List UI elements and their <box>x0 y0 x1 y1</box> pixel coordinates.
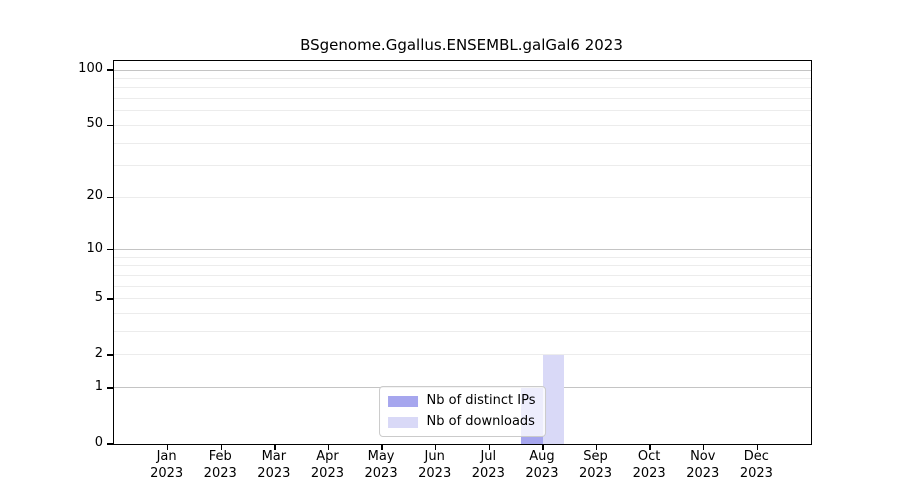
x-axis-tick <box>756 444 759 450</box>
x-axis-tick <box>703 444 705 450</box>
plot-area: Nb of distinct IPs Nb of downloads <box>106 60 812 450</box>
y-tick-label: 50 <box>86 116 103 132</box>
x-axis-tick <box>327 444 330 450</box>
minor-gridline <box>114 331 811 333</box>
minor-gridline <box>114 256 811 258</box>
x-axis-tick <box>274 444 276 450</box>
x-axis-tick <box>488 444 490 450</box>
bar-downloads <box>542 355 565 444</box>
x-axis-tick <box>381 444 383 450</box>
major-gridline <box>114 69 811 71</box>
legend-swatch-distinct-ips-icon <box>387 395 418 407</box>
y-axis-tick <box>106 354 113 356</box>
x-tick-label: Nov 2023 <box>686 449 720 481</box>
y-tick-label: 1 <box>94 378 103 394</box>
y-axis-tick <box>106 443 113 445</box>
x-axis-tick <box>434 444 437 450</box>
minor-gridline <box>114 124 811 126</box>
major-gridline <box>114 249 811 251</box>
minor-gridline <box>114 313 811 315</box>
x-tick-label: Mar 2023 <box>257 449 291 481</box>
x-axis-tick <box>166 444 169 450</box>
y-axis-tick <box>106 249 113 251</box>
minor-gridline <box>114 196 811 198</box>
minor-gridline <box>114 98 811 100</box>
chart-title: BSgenome.Ggallus.ENSEMBL.galGal6 2023 <box>300 36 623 54</box>
legend-item-distinct-ips: Nb of distinct IPs <box>387 393 536 408</box>
x-tick-label: Apr 2023 <box>310 449 344 481</box>
legend-label-downloads: Nb of downloads <box>426 414 535 429</box>
legend: Nb of distinct IPs Nb of downloads <box>378 386 547 437</box>
y-axis-tick <box>106 196 113 199</box>
legend-label-distinct-ips: Nb of distinct IPs <box>426 393 536 408</box>
minor-gridline <box>114 354 811 356</box>
x-tick-label: Dec 2023 <box>739 449 773 481</box>
y-tick-label: 100 <box>78 61 103 77</box>
legend-item-downloads: Nb of downloads <box>387 414 536 429</box>
x-tick-label: Feb 2023 <box>203 449 237 481</box>
y-tick-label: 2 <box>94 345 103 361</box>
y-axis-tick <box>106 387 113 389</box>
y-tick-label: 0 <box>94 435 103 450</box>
minor-gridline <box>114 298 811 300</box>
x-axis-tick <box>595 444 598 450</box>
minor-gridline <box>114 110 811 112</box>
y-tick-label: 20 <box>86 188 103 204</box>
minor-gridline <box>114 87 811 89</box>
y-tick-label: 5 <box>94 289 103 305</box>
x-axis-tick <box>649 444 651 450</box>
x-tick-label: Sep 2023 <box>578 449 613 481</box>
x-tick-label: Jul 2023 <box>471 449 505 481</box>
legend-swatch-downloads-icon <box>387 416 418 428</box>
x-axis-tick <box>542 444 544 450</box>
minor-gridline <box>114 165 811 167</box>
minor-gridline <box>114 275 811 277</box>
y-axis-tick <box>106 298 113 300</box>
x-tick-label: May 2023 <box>364 449 398 481</box>
minor-gridline <box>114 78 811 80</box>
minor-gridline <box>114 265 811 267</box>
x-axis-tick <box>220 444 222 450</box>
minor-gridline <box>114 285 811 287</box>
x-tick-label: Jun 2023 <box>418 449 452 481</box>
x-tick-label: Aug 2023 <box>525 449 559 481</box>
y-axis-tick <box>106 124 113 127</box>
x-tick-label: Oct 2023 <box>632 449 666 481</box>
x-tick-label: Jan 2023 <box>150 449 184 481</box>
y-axis-tick <box>106 69 113 71</box>
y-tick-label: 10 <box>86 240 103 256</box>
minor-gridline <box>114 142 811 144</box>
